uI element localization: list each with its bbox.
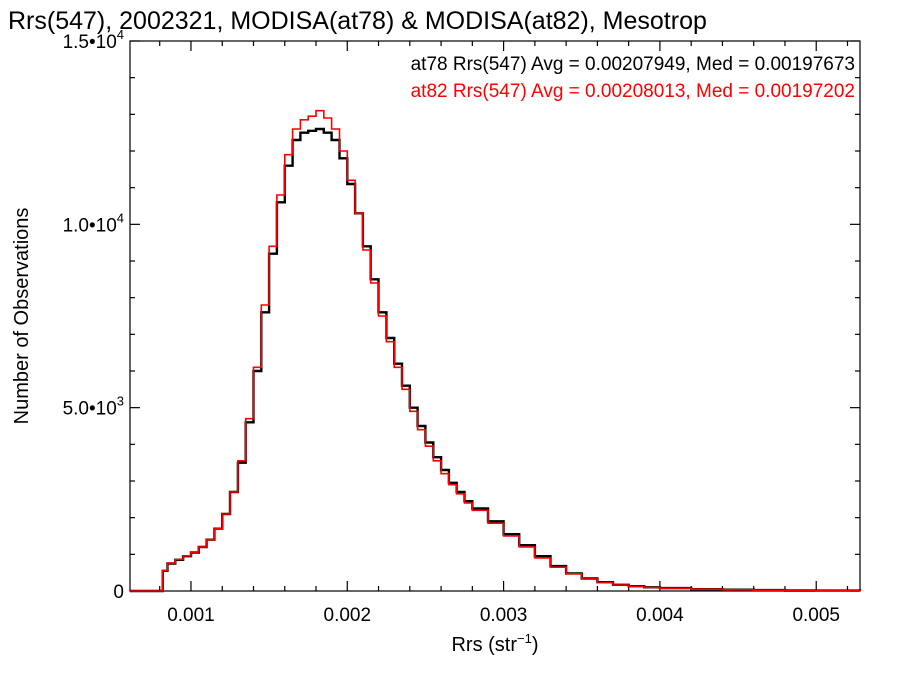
- series-layer: [130, 109, 862, 593]
- legend-entry-at82: at82 Rrs(547) Avg = 0.00208013, Med = 0.…: [411, 81, 855, 102]
- y-tick-label-3: 1.5•104: [63, 27, 124, 53]
- legend-entry-at78: at78 Rrs(547) Avg = 0.00207949, Med = 0.…: [411, 54, 855, 75]
- y-axis-label: Number of Observations: [11, 208, 33, 425]
- plot-frame: [129, 40, 861, 592]
- series-line-at82: [130, 109, 861, 592]
- x-tick-label-4: 0.005: [792, 605, 840, 626]
- x-axis-label-close: ): [532, 634, 539, 656]
- x-axis-label-main: Rrs (str: [451, 634, 517, 656]
- x-tick-label-0: 0.001: [167, 605, 215, 626]
- x-tick-label-3: 0.004: [636, 605, 684, 626]
- chart-title: Rrs(547), 2002321, MODISA(at78) & MODISA…: [8, 7, 707, 35]
- x-axis: 0.001 0.002 0.003 0.004 0.005: [159, 41, 849, 626]
- plot-area-border: [129, 40, 861, 592]
- x-tick-label-2: 0.003: [480, 605, 528, 626]
- y-axis: 0 5.0•103 1.0•104 1.5•104: [63, 27, 860, 603]
- y-tick-label-1: 5.0•103: [63, 394, 124, 420]
- series-line-at78: [130, 127, 862, 593]
- x-tick-label-1: 0.002: [324, 605, 372, 626]
- x-axis-label: Rrs (str−1): [451, 631, 538, 656]
- y-tick-label-2: 1.0•104: [63, 210, 124, 236]
- x-axis-label-superscript: −1: [517, 631, 532, 646]
- y-tick-label-0: 0: [113, 582, 124, 603]
